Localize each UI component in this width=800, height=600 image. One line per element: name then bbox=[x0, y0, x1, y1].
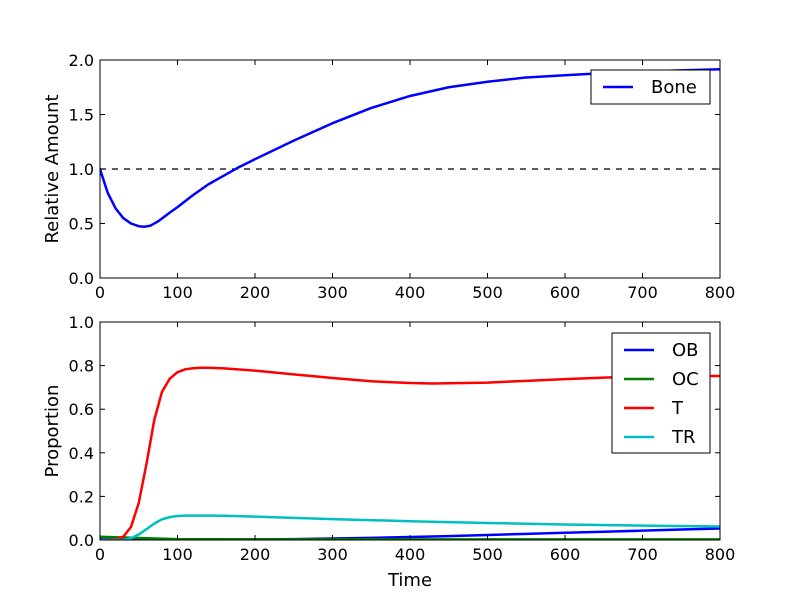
legend-box bbox=[611, 332, 711, 454]
x-tick-label: 300 bbox=[317, 283, 348, 302]
x-tick-label: 800 bbox=[705, 545, 736, 564]
y-tick-label: 0.0 bbox=[69, 531, 94, 550]
x-tick-label: 700 bbox=[627, 545, 658, 564]
legend-label-oc: OC bbox=[672, 369, 699, 390]
legend-label-ob: OB bbox=[672, 340, 699, 361]
series-line-t bbox=[100, 366, 720, 540]
x-tick-label: 100 bbox=[162, 545, 193, 564]
x-tick-label: 500 bbox=[472, 545, 503, 564]
y-tick-label: 2.0 bbox=[69, 51, 94, 70]
y-tick-label: 1.0 bbox=[69, 160, 94, 179]
y-tick-label: 1.0 bbox=[69, 313, 94, 332]
x-tick-label: 0 bbox=[95, 545, 105, 564]
x-tick-label: 100 bbox=[162, 283, 193, 302]
x-tick-label: 600 bbox=[550, 545, 581, 564]
x-tick-label: 800 bbox=[705, 283, 736, 302]
y-tick-label: 0.5 bbox=[69, 215, 94, 234]
x-tick-label: 400 bbox=[395, 283, 426, 302]
x-tick-label: 500 bbox=[472, 283, 503, 302]
x-axis-label: Time bbox=[387, 570, 432, 591]
y-tick-label: 0.2 bbox=[69, 487, 94, 506]
legend-label-t: T bbox=[671, 398, 684, 419]
x-tick-label: 0 bbox=[95, 283, 105, 302]
y-tick-label: 0.0 bbox=[69, 269, 94, 288]
x-tick-label: 300 bbox=[317, 545, 348, 564]
x-tick-label: 200 bbox=[240, 283, 271, 302]
bone-chart-panel: 0 100 200 300 400 500 600 700 800 0.0 0.5 1.0 1.5 2.0… bbox=[42, 51, 735, 302]
y-axis-label: Proportion bbox=[42, 385, 63, 478]
x-tick-label: 700 bbox=[627, 283, 658, 302]
series-line-bone bbox=[100, 68, 720, 229]
series-line-tr bbox=[100, 514, 720, 540]
y-tick-label: 0.8 bbox=[69, 357, 94, 376]
proportion-chart-panel: 0 100 200 300 400 500 600 700 800 0.0 0.2 0.4 0.6 0.8… bbox=[42, 313, 735, 591]
y-axis-label: Relative Amount bbox=[42, 94, 63, 243]
x-tick-label: 600 bbox=[550, 283, 581, 302]
x-tick-label: 200 bbox=[240, 545, 271, 564]
legend: Bone bbox=[590, 69, 711, 105]
legend-label-tr: TR bbox=[671, 427, 696, 448]
legend-label-bone: Bone bbox=[651, 77, 697, 98]
y-tick-label: 0.6 bbox=[69, 400, 94, 419]
legend: OB OC T TR bbox=[611, 332, 711, 454]
y-tick-label: 0.4 bbox=[69, 444, 94, 463]
y-tick-label: 1.5 bbox=[69, 106, 94, 125]
x-tick-label: 400 bbox=[395, 545, 426, 564]
